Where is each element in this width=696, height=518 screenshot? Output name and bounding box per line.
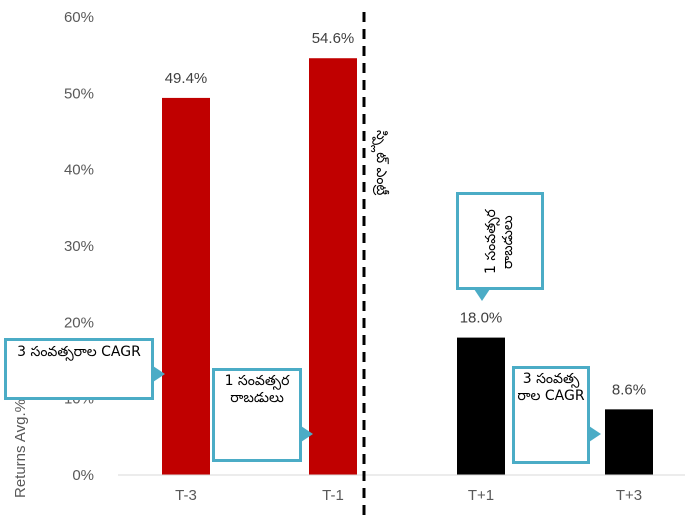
callout-pointer	[589, 426, 601, 442]
bars	[162, 58, 653, 475]
bar-t-3	[162, 97, 210, 475]
x-axis-ticks: T-3 T-1 T+1 T+3	[175, 487, 642, 504]
callout-3yr-cagr-future: 3 సంవత్సరాల CAGR	[512, 366, 590, 464]
callout-1yr-returns-future: 1 సంవత్సర రాబడులు	[456, 192, 544, 290]
y-axis-ticks: 0%10%20%30%40%50%60%	[64, 9, 94, 484]
y-tick-label: 50%	[64, 85, 94, 102]
y-axis-label: Returns Avg.%	[12, 399, 29, 498]
bar-t+3	[605, 409, 653, 475]
callout-pointer	[301, 426, 313, 442]
x-tick-label: T-3	[175, 487, 197, 504]
y-tick-label: 40%	[64, 162, 94, 179]
data-label: 8.6%	[612, 381, 646, 398]
x-tick-label: T-1	[322, 487, 344, 504]
data-label: 54.6%	[312, 30, 355, 47]
data-label: 49.4%	[165, 70, 208, 87]
y-tick-label: 20%	[64, 314, 94, 331]
x-tick-label: T+3	[616, 487, 642, 504]
callout-3yr-cagr-past: 3 సంవత్సరాల CAGR	[4, 338, 154, 400]
callout-pointer	[153, 366, 165, 382]
split-entry-label: స్ప్లిట్ ఎంట్రీ	[373, 130, 389, 196]
bar-t-1	[309, 58, 357, 475]
data-label: 18.0%	[460, 310, 503, 327]
bar-t+1	[457, 337, 505, 475]
callout-pointer	[474, 289, 490, 301]
y-tick-label: 60%	[64, 9, 94, 26]
y-tick-label: 30%	[64, 238, 94, 255]
data-labels: 49.4% 54.6% 18.0% 8.6%	[165, 30, 646, 398]
callout-1yr-returns-past: 1 సంవత్సర రాబడులు	[212, 368, 302, 462]
x-tick-label: T+1	[468, 487, 494, 504]
y-tick-label: 0%	[72, 467, 94, 484]
